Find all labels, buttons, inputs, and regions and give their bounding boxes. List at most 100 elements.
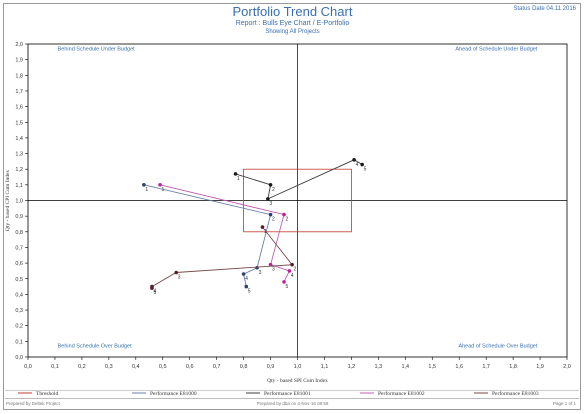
data-point-label: 2: [286, 217, 289, 223]
y-tick-label: 0,5: [15, 277, 23, 283]
data-point-label: 3: [259, 270, 262, 276]
y-tick-label: 1,0: [15, 199, 23, 205]
y-tick-label: 2,0: [15, 42, 23, 48]
y-axis-title: Qty - based CPI Cum Index: [5, 170, 11, 232]
footer-divider: [5, 398, 579, 399]
x-axis-title: Qty - based SPI Cum Index: [267, 378, 328, 384]
y-tick-label: 1,6: [15, 105, 23, 111]
legend-label: Performance E81002: [378, 390, 425, 397]
data-point-label: 1: [162, 187, 165, 193]
data-point-label: 2: [294, 267, 297, 273]
data-point-label: 4: [153, 289, 156, 295]
y-tick-label: 0,0: [15, 355, 23, 361]
data-point-label: 1: [264, 229, 267, 235]
data-point: [290, 262, 294, 267]
data-point-label: 2: [272, 187, 275, 193]
data-point: [266, 197, 270, 201]
series-line-4: [151, 226, 293, 289]
data-point-label: 5: [364, 167, 367, 173]
x-tick-label: 0,1: [51, 364, 59, 370]
x-tick-label: 0,0: [24, 364, 32, 370]
data-point: [282, 280, 286, 284]
x-tick-label: 1,5: [428, 364, 436, 370]
data-point-label: 1: [237, 176, 240, 182]
data-point: [360, 162, 364, 167]
footer-page-number: Page 1 of 1: [552, 401, 576, 406]
data-point: [287, 269, 292, 273]
x-tick-label: 1,0: [294, 364, 302, 370]
x-tick-label: 2,0: [563, 364, 571, 370]
data-point: [268, 262, 273, 267]
data-point: [244, 284, 249, 289]
footer-prepared-by: Prepared by Deltek Project: [6, 401, 60, 406]
x-tick-label: 0,8: [240, 364, 248, 370]
legend-divider: [5, 390, 579, 391]
x-tick-label: 0,4: [132, 364, 140, 370]
legend-label: Performance E81003: [492, 390, 539, 397]
y-tick-label: 1,5: [15, 120, 23, 126]
series-line-3: [159, 184, 291, 283]
data-point-label: 4: [291, 273, 294, 279]
quadrant-label-top-right: Ahead of Schedule Under Budget: [455, 46, 537, 52]
data-point-label: 3: [269, 201, 272, 207]
data-point: [174, 270, 179, 275]
y-tick-label: 1,2: [15, 167, 23, 173]
y-tick-label: 1,1: [15, 183, 23, 189]
data-point: [352, 158, 356, 162]
data-point: [268, 183, 273, 187]
y-tick-label: 0,6: [15, 261, 23, 267]
data-point: [260, 225, 265, 229]
report-subtitle: Report : Bulls Eye Chart / E-Portfolio: [235, 20, 350, 27]
y-tick-label: 1,8: [15, 73, 23, 79]
x-tick-label: 1,6: [455, 364, 463, 370]
data-point-label: 2: [272, 217, 275, 223]
y-tick-label: 0,7: [15, 245, 23, 251]
data-point: [268, 212, 273, 217]
quadrant-label-bottom-right: Ahead of Schedule Over Budget: [458, 344, 537, 350]
x-tick-label: 1,2: [348, 364, 356, 370]
status-date: Status Date 04.11.2016: [513, 6, 576, 12]
data-point: [150, 286, 154, 290]
legend-label: Performance E81001: [264, 390, 311, 397]
quadrant-label-top-left: Behind Schedule Under Budget: [58, 46, 136, 52]
x-tick-label: 1,3: [375, 364, 383, 370]
x-tick-label: 0,2: [78, 364, 86, 370]
legend-label: Performance E81000: [150, 390, 197, 397]
x-tick-label: 1,4: [401, 364, 409, 370]
y-tick-label: 0,8: [15, 230, 23, 236]
data-point: [142, 183, 146, 187]
y-tick-label: 1,7: [15, 89, 23, 95]
y-tick-label: 0,9: [15, 214, 23, 220]
x-tick-label: 1,9: [536, 364, 544, 370]
legend-label: Threshold: [36, 391, 59, 397]
data-point-label: 3: [178, 274, 181, 280]
x-tick-label: 1,1: [321, 364, 329, 370]
data-point: [282, 212, 286, 217]
quadrant-label-bottom-left: Behind Schedule Over Budget: [58, 344, 132, 350]
x-tick-label: 0,3: [105, 364, 113, 370]
x-tick-label: 0,6: [186, 364, 194, 370]
footer-timestamp: Prepared by dba on 4-Nov-16 08:59: [256, 401, 329, 406]
data-point-label: 4: [245, 276, 248, 282]
series-line-1: [143, 184, 272, 287]
x-tick-label: 1,8: [509, 364, 517, 370]
y-tick-label: 1,3: [15, 152, 23, 158]
series-line-2: [235, 159, 363, 200]
y-tick-label: 1,4: [15, 136, 23, 142]
x-tick-label: 1,7: [482, 364, 490, 370]
x-tick-label: 0,9: [267, 364, 275, 370]
report-page: [3, 3, 581, 410]
data-point-label: 5: [286, 284, 289, 290]
x-tick-label: 0,5: [159, 364, 167, 370]
y-tick-label: 1,9: [15, 58, 23, 64]
data-point-label: 3: [272, 267, 275, 273]
data-point: [233, 172, 238, 176]
data-point: [241, 272, 246, 276]
x-tick-label: 0,7: [213, 364, 221, 370]
data-point-label: 1: [145, 187, 148, 193]
data-point-label: 5: [153, 290, 156, 296]
data-point-label: 5: [248, 289, 251, 295]
y-tick-label: 0,2: [15, 324, 23, 330]
chart-title: Portfolio Trend Chart: [232, 4, 353, 19]
